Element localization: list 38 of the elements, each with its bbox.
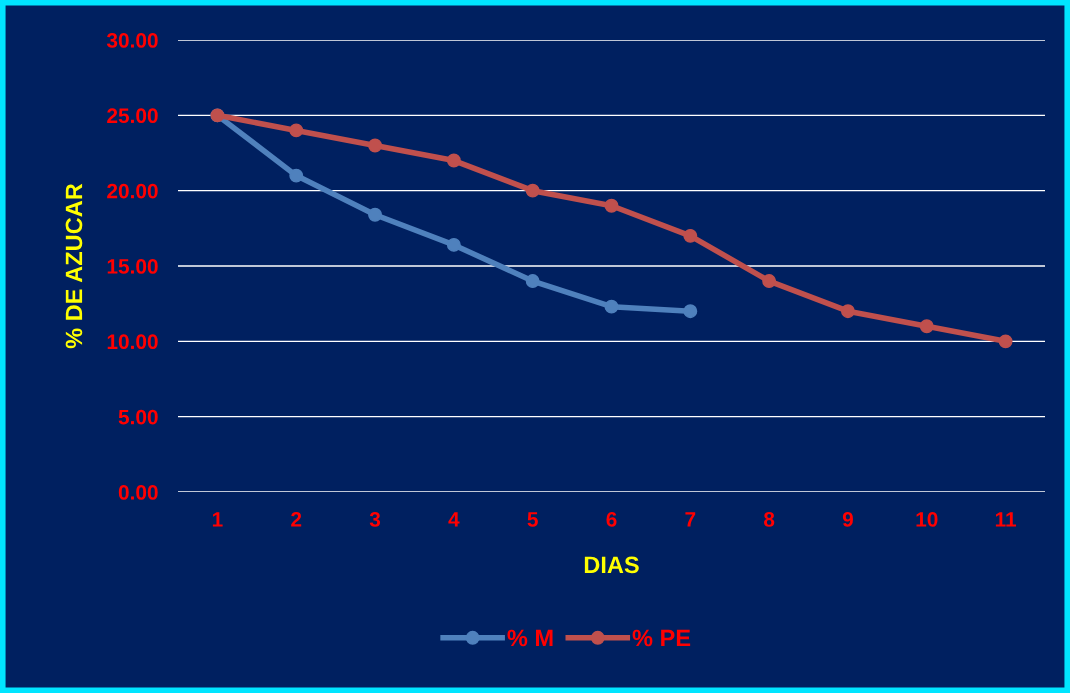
x-tick-label: 8 [764,511,775,527]
y-tick-label: 25.00 [107,108,158,124]
point [525,274,540,289]
y-tick-label: 5.00 [118,409,158,425]
x-tick-label: 3 [369,511,381,527]
legend-label: % M [507,629,553,647]
point [368,207,382,222]
y-axis-title: % DE AZUCAR [65,183,83,349]
x-axis-title: DIAS [584,556,639,574]
x-tick-label: 2 [291,511,302,527]
point [683,228,698,243]
point [604,198,619,213]
y-tick-label: 0.00 [118,485,158,500]
point [998,334,1013,349]
point [525,183,540,198]
y-tick-label: 15.00 [107,259,158,274]
point [446,153,461,168]
point [289,168,304,183]
y-tick-label: 10.00 [107,334,158,350]
point [604,299,619,314]
point [446,237,461,252]
y-tick-label: 20.00 [107,183,158,199]
point [841,304,855,319]
point [289,123,304,138]
point [683,304,698,319]
x-tick-label: 10 [916,511,938,527]
x-tick-label: 1 [212,512,223,527]
x-tick-label: 4 [448,512,460,527]
x-tick-label: 7 [685,512,696,527]
point [368,138,382,153]
x-tick-label: 6 [606,511,617,527]
point [919,319,934,334]
y-tick-label: 30.00 [106,33,158,48]
x-tick-label: 5 [527,512,538,527]
x-tick-label: 9 [842,511,853,527]
legend-label: % PE [632,629,691,647]
x-tick-label: 11 [995,512,1017,527]
point [762,274,777,289]
